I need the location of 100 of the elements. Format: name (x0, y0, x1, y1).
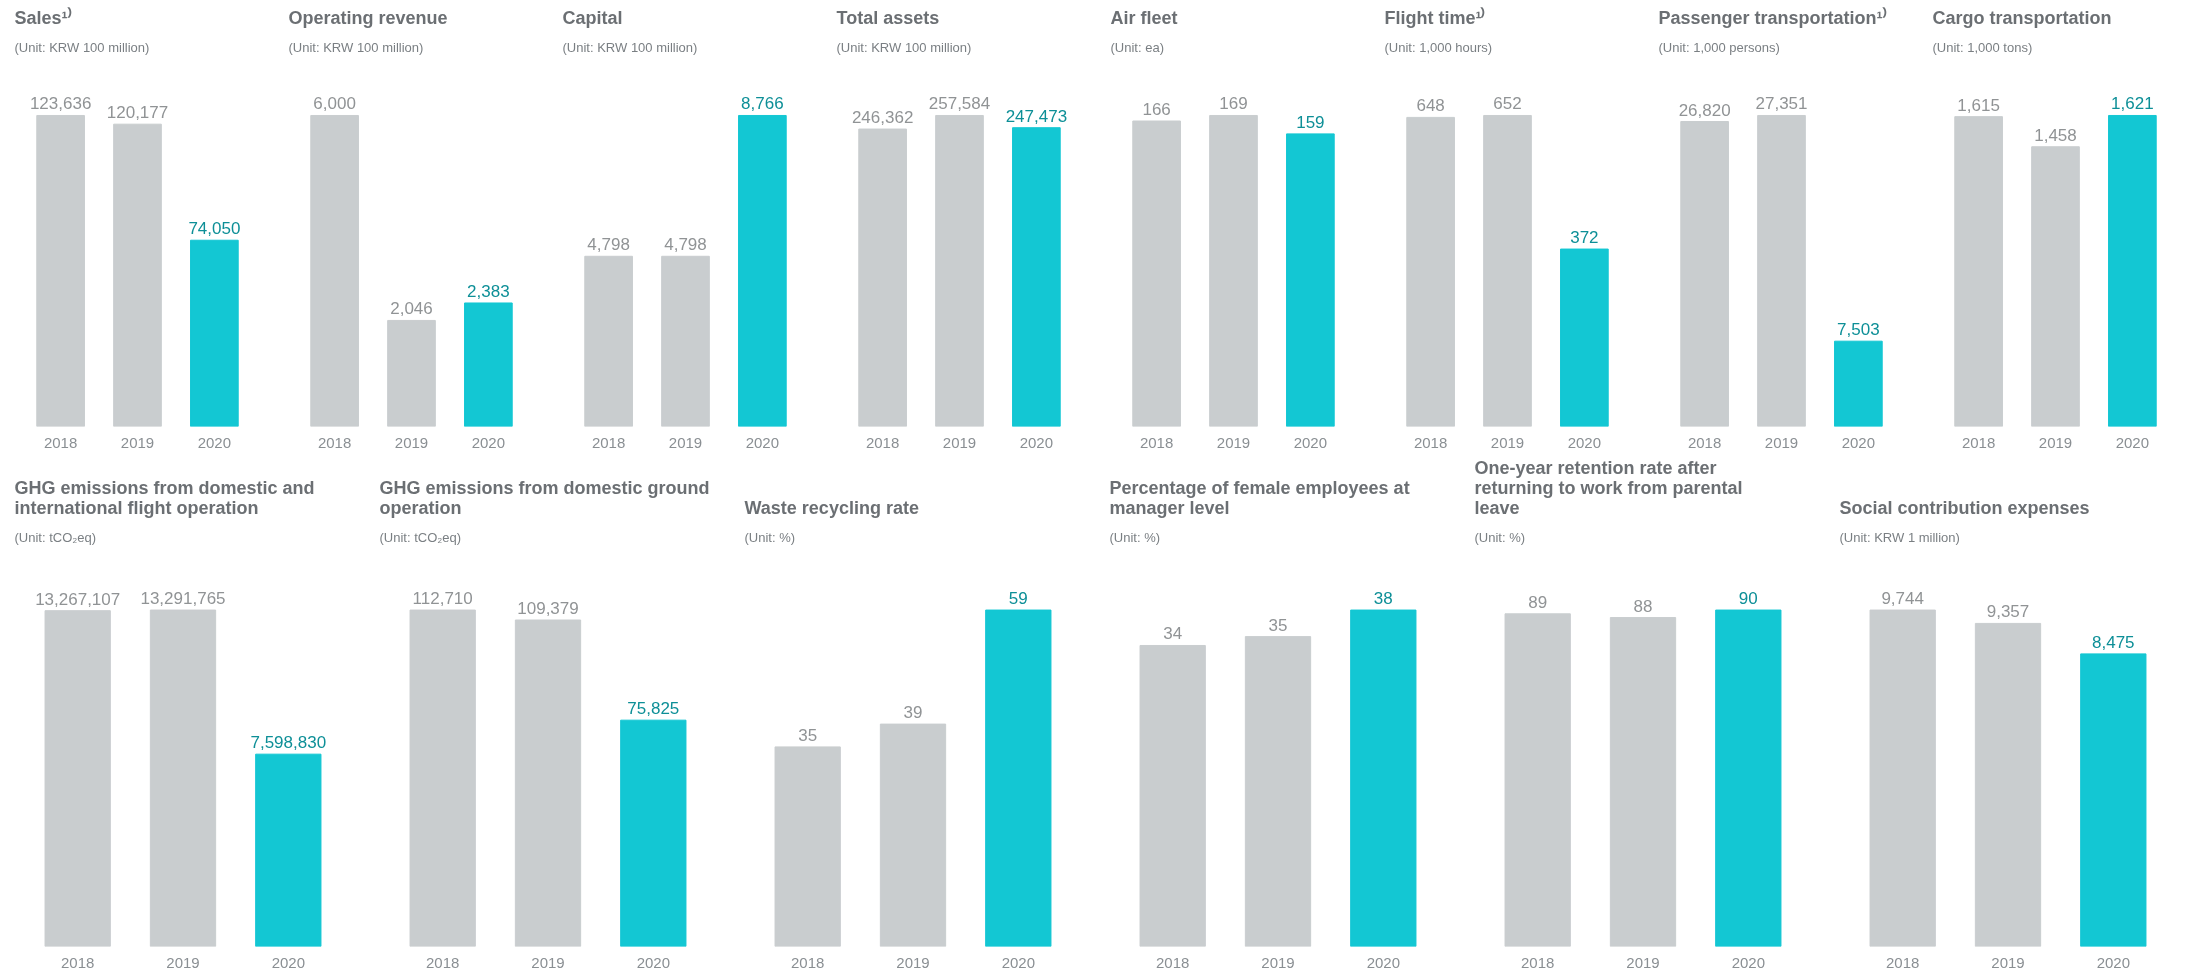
chart-title: GHG emissions from domestic ground operation (379, 477, 710, 518)
chart-subtitle: (Unit: %) (1109, 529, 1161, 545)
chart-subtitle: (Unit: KRW 100 million) (562, 39, 698, 55)
data-label: 9,744 (1881, 589, 1924, 609)
x-tick-label: 2020 (1567, 433, 1602, 451)
x-tick-label: 2020 (2096, 953, 2130, 971)
data-label: 74,050 (188, 219, 241, 239)
chart-title: Waste recycling rate (744, 497, 919, 518)
data-label: 2,383 (467, 281, 510, 301)
x-tick-label: 2019 (942, 433, 977, 451)
x-tick-label: 2019 (120, 433, 155, 451)
data-label: 6,000 (313, 94, 356, 114)
data-label: 166 (1142, 100, 1171, 119)
data-label: 1,458 (2034, 125, 2077, 145)
x-tick-label: 2020 (1019, 433, 1054, 451)
x-tick-label: 2019 (896, 953, 930, 971)
x-tick-label: 2019 (394, 433, 429, 451)
data-label: 1,621 (2111, 94, 2154, 114)
x-tick-label: 2019 (1626, 953, 1660, 971)
x-tick-label: 2020 (271, 953, 305, 971)
x-tick-label: 2019 (1216, 433, 1251, 451)
x-tick-label: 2018 (1413, 433, 1448, 451)
chart-subtitle: (Unit: KRW 100 million) (14, 39, 150, 55)
data-label: 372 (1570, 228, 1599, 248)
chart-title: One-year retention rate after returning to work from parental leave (1474, 457, 1743, 518)
data-label: 34 (1163, 624, 1183, 644)
x-tick-label: 2018 (61, 953, 95, 971)
chart-subtitle: (Unit: %) (744, 529, 796, 545)
x-tick-label: 2018 (865, 433, 900, 451)
data-label: 75,825 (627, 699, 680, 719)
x-tick-label: 2018 (317, 433, 352, 451)
data-label: 7,503 (1837, 320, 1880, 340)
x-tick-label: 2018 (1961, 433, 1996, 451)
x-tick-label: 2020 (745, 433, 780, 451)
chart-title: Percentage of female employees at manager level (1109, 477, 1410, 518)
x-tick-label: 2018 (1886, 953, 1920, 971)
x-tick-label: 2020 (197, 433, 232, 451)
chart-subtitle: (Unit: KRW 1 million) (1839, 529, 1960, 545)
data-label: 59 (1008, 589, 1028, 609)
data-label: 2,046 (390, 299, 433, 319)
chart-title: Capital (562, 7, 623, 28)
x-tick-label: 2019 (531, 953, 565, 971)
chart-subtitle: (Unit: 1,000 tons) (1932, 39, 2033, 55)
chart-subtitle: (Unit: 1,000 persons) (1658, 39, 1780, 55)
data-label: 109,379 (517, 599, 579, 618)
x-tick-label: 2018 (1156, 953, 1190, 971)
chart-title: Total assets (836, 7, 940, 28)
x-tick-label: 2019 (166, 953, 200, 971)
chart-title: Air fleet (1110, 7, 1178, 28)
chart-title: Passenger transportation¹⁾ (1658, 6, 1887, 28)
x-tick-label: 2018 (426, 953, 460, 971)
x-tick-label: 2019 (1261, 953, 1295, 971)
data-label: 1,615 (1957, 95, 2000, 115)
x-tick-label: 2019 (1991, 953, 2025, 971)
data-label: 8,766 (741, 94, 784, 114)
data-label: 246,362 (851, 108, 914, 128)
x-tick-label: 2020 (1293, 433, 1328, 451)
data-label: 4,798 (587, 235, 630, 255)
x-tick-label: 2020 (636, 953, 670, 971)
data-label: 35 (1268, 615, 1288, 635)
x-tick-label: 2018 (1139, 433, 1174, 451)
chart-subtitle: (Unit: ea) (1110, 39, 1164, 55)
data-label: 89 (1528, 592, 1548, 612)
x-tick-label: 2018 (791, 953, 825, 971)
data-label: 120,177 (106, 103, 169, 123)
data-label: 247,473 (1005, 106, 1068, 126)
chart-subtitle: (Unit: %) (1474, 529, 1526, 545)
x-tick-label: 2019 (1490, 433, 1525, 451)
chart-subtitle: (Unit: tCO₂eq) (379, 529, 462, 545)
chart-subtitle: (Unit: KRW 100 million) (836, 39, 972, 55)
data-label: 13,267,107 (35, 589, 121, 609)
chart-subtitle: (Unit: 1,000 hours) (1384, 39, 1493, 55)
data-label: 169 (1219, 94, 1248, 114)
chart-title: Social contribution expenses (1839, 497, 2090, 518)
chart-title: Operating revenue (288, 7, 448, 28)
data-label: 652 (1493, 94, 1522, 114)
x-tick-label: 2020 (471, 433, 506, 451)
data-label: 257,584 (928, 94, 991, 114)
data-label: 38 (1373, 589, 1393, 609)
x-tick-label: 2018 (1687, 433, 1722, 451)
chart-subtitle: (Unit: KRW 100 million) (288, 39, 424, 55)
chart-title: Sales¹⁾ (14, 6, 72, 28)
data-label: 88 (1633, 596, 1653, 616)
chart-subtitle: (Unit: tCO₂eq) (14, 529, 97, 545)
x-tick-label: 2019 (1764, 433, 1799, 451)
data-label: 35 (798, 725, 818, 745)
data-label: 7,598,830 (250, 733, 327, 753)
chart-title: Cargo transportation (1932, 7, 2112, 28)
data-label: 648 (1416, 96, 1445, 116)
data-label: 13,291,765 (140, 589, 226, 609)
chart-title: GHG emissions from domestic and international flight operation (14, 477, 315, 518)
x-tick-label: 2019 (668, 433, 703, 451)
x-tick-label: 2020 (1001, 953, 1035, 971)
x-tick-label: 2020 (1841, 433, 1876, 451)
data-label: 123,636 (29, 94, 92, 114)
chart-title: Flight time¹⁾ (1384, 6, 1486, 28)
data-label: 9,357 (1986, 602, 2030, 622)
x-tick-label: 2020 (1366, 953, 1400, 971)
x-tick-label: 2020 (1731, 953, 1765, 971)
data-label: 90 (1738, 589, 1758, 609)
